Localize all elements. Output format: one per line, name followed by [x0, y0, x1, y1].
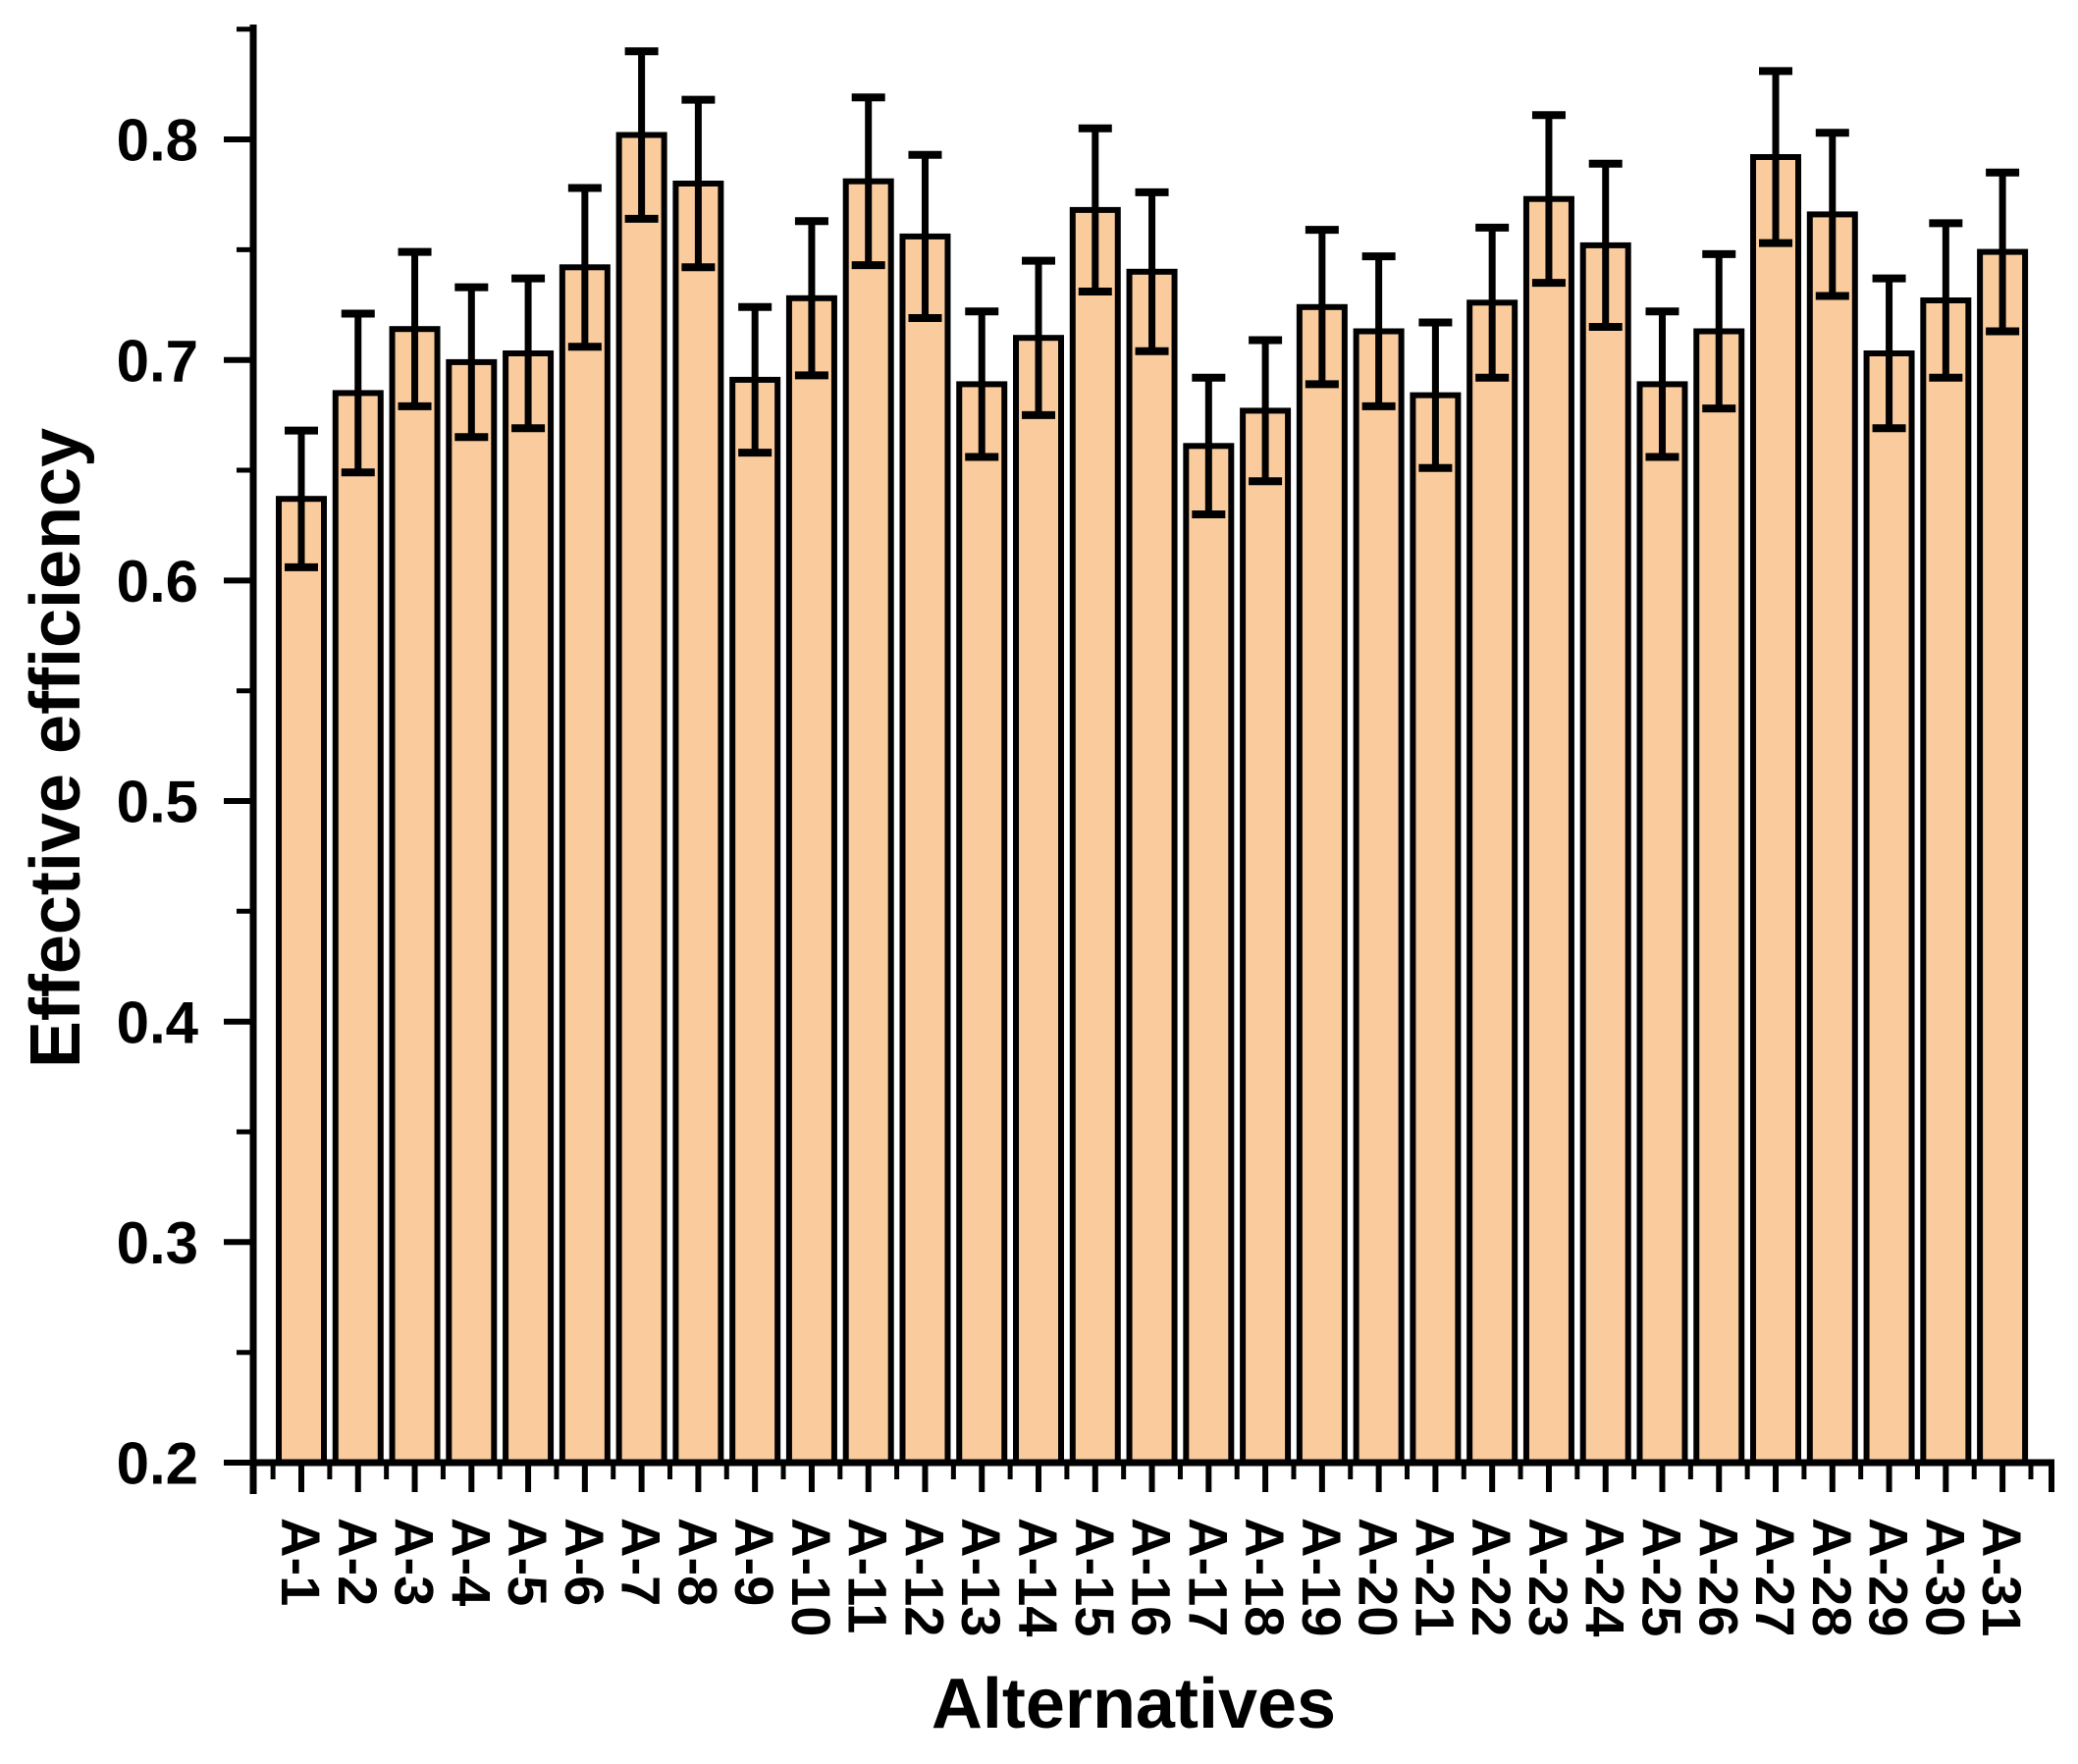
- bar-A-21: [1410, 392, 1462, 1467]
- bar-A-23: [1522, 195, 1574, 1467]
- x-tick-label-A-29: A-29: [1858, 1518, 1920, 1636]
- y-tick-label-0.6: 0.6: [117, 549, 198, 615]
- x-tick-label-A-25: A-25: [1630, 1518, 1692, 1636]
- x-tick-label-A-31: A-31: [1971, 1518, 2033, 1636]
- y-tick-label-0.2: 0.2: [117, 1431, 198, 1497]
- bar-A-3: [389, 326, 441, 1467]
- x-tick-label-A-17: A-17: [1177, 1518, 1239, 1636]
- x-tick-label-A-27: A-27: [1744, 1518, 1806, 1636]
- bar-A-22: [1466, 299, 1519, 1466]
- y-tick-label-0.4: 0.4: [117, 989, 199, 1055]
- x-tick-label-A-14: A-14: [1007, 1518, 1069, 1636]
- bar-A-31: [1977, 248, 2029, 1467]
- bar-A-26: [1693, 328, 1745, 1466]
- x-tick-label-A-16: A-16: [1121, 1518, 1183, 1636]
- y-tick-label-0.5: 0.5: [117, 770, 198, 835]
- x-tick-label-A-20: A-20: [1348, 1518, 1410, 1636]
- x-tick-label-A-7: A-7: [611, 1518, 672, 1606]
- bar-A-19: [1296, 303, 1348, 1466]
- y-tick-label-0.8: 0.8: [117, 108, 198, 174]
- x-tick-label-A-8: A-8: [666, 1518, 728, 1606]
- bar-A-6: [559, 264, 611, 1466]
- x-tick-label-A-6: A-6: [554, 1518, 615, 1606]
- x-tick-label-A-10: A-10: [780, 1518, 842, 1636]
- x-tick-label-A-21: A-21: [1404, 1518, 1465, 1636]
- bar-A-30: [1920, 297, 1972, 1466]
- bar-A-12: [899, 233, 951, 1466]
- bar-A-14: [1013, 335, 1065, 1467]
- x-tick-label-A-12: A-12: [893, 1518, 955, 1636]
- x-tick-label-A-4: A-4: [440, 1518, 502, 1606]
- x-tick-label-A-15: A-15: [1064, 1518, 1126, 1636]
- bar-A-17: [1183, 443, 1235, 1466]
- bar-A-2: [332, 390, 384, 1466]
- bar-A-24: [1579, 241, 1631, 1466]
- x-tick-label-A-5: A-5: [497, 1518, 559, 1606]
- x-tick-label-A-1: A-1: [270, 1518, 332, 1606]
- x-tick-label-A-3: A-3: [384, 1518, 446, 1606]
- bar-A-4: [446, 358, 498, 1466]
- bar-A-7: [615, 132, 667, 1466]
- bar-A-25: [1636, 381, 1688, 1466]
- x-tick-label-A-19: A-19: [1291, 1518, 1353, 1636]
- bar-A-20: [1353, 328, 1405, 1466]
- y-axis-title: Effective efficiency: [17, 427, 95, 1069]
- x-axis-title: Alternatives: [931, 1665, 1337, 1743]
- bar-A-8: [672, 181, 724, 1466]
- bar-A-16: [1126, 268, 1178, 1466]
- bar-A-13: [956, 381, 1008, 1466]
- bar-A-28: [1806, 211, 1858, 1466]
- x-tick-label-A-23: A-23: [1518, 1518, 1579, 1636]
- y-tick-label-0.7: 0.7: [117, 328, 198, 394]
- bar-A-18: [1240, 407, 1292, 1466]
- x-tick-label-A-22: A-22: [1461, 1518, 1522, 1636]
- x-tick-label-A-9: A-9: [723, 1518, 785, 1606]
- bar-A-9: [729, 376, 781, 1466]
- x-tick-label-A-26: A-26: [1687, 1518, 1749, 1636]
- bar-A-11: [842, 178, 894, 1467]
- y-tick-label-0.3: 0.3: [117, 1210, 198, 1276]
- bar-A-29: [1863, 350, 1915, 1466]
- x-tick-label-A-30: A-30: [1914, 1518, 1976, 1636]
- bar-A-15: [1069, 206, 1121, 1466]
- bar-A-27: [1750, 154, 1802, 1466]
- x-tick-label-A-28: A-28: [1801, 1518, 1863, 1636]
- bar-A-5: [503, 350, 555, 1466]
- x-tick-label-A-11: A-11: [837, 1518, 899, 1633]
- x-tick-label-A-18: A-18: [1234, 1518, 1296, 1636]
- bar-A-1: [276, 496, 327, 1466]
- x-tick-label-A-24: A-24: [1574, 1518, 1636, 1636]
- bar-A-10: [785, 294, 837, 1466]
- x-tick-label-A-13: A-13: [950, 1518, 1012, 1636]
- x-tick-label-A-2: A-2: [327, 1518, 389, 1606]
